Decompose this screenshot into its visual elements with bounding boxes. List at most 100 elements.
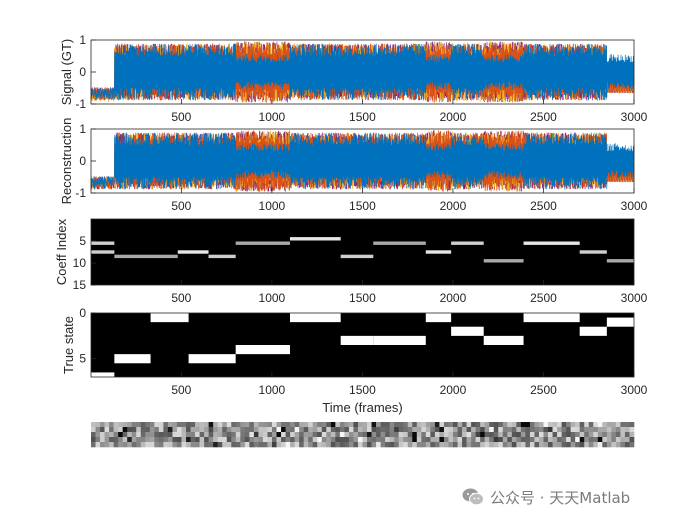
patch-pixel <box>520 442 526 448</box>
patch-pixel <box>290 437 295 443</box>
state-band <box>114 354 151 364</box>
patch-pixel <box>317 427 323 433</box>
x-tick-label: 2500 <box>530 110 557 124</box>
patch-pixel <box>584 432 590 438</box>
patch-pixel <box>113 422 119 428</box>
patch-pixel <box>145 422 151 428</box>
patch-pixel <box>624 437 630 443</box>
patch-pixel <box>127 432 133 438</box>
y-tick-label: 0 <box>79 306 86 320</box>
patch-pixel <box>262 437 268 443</box>
patch-pixel <box>471 442 476 448</box>
patch-pixel <box>462 437 467 443</box>
x-tick-label: 1500 <box>349 110 376 124</box>
patch-pixel <box>213 437 218 443</box>
dictionary-patch <box>471 422 499 448</box>
patch-pixel <box>303 437 309 443</box>
patch-pixel <box>543 432 549 438</box>
dictionary-patches-strip <box>91 422 635 448</box>
y-tick-label: 0 <box>79 154 86 168</box>
patch-pixel <box>208 427 214 433</box>
patch-pixel <box>502 422 508 428</box>
patch-pixel <box>176 437 182 443</box>
patch-pixel <box>348 442 354 448</box>
patch-pixel <box>258 427 264 433</box>
patch-pixel <box>109 442 114 448</box>
patch-pixel <box>629 422 635 428</box>
patch-pixel <box>525 437 531 443</box>
patch-pixel <box>498 422 504 428</box>
patch-pixel <box>624 432 630 438</box>
patch-pixel <box>416 437 422 443</box>
patch-pixel <box>462 422 467 428</box>
patch-pixel <box>339 427 345 433</box>
x-tick-label: 3000 <box>621 110 648 124</box>
patch-pixel <box>534 432 540 438</box>
patch-pixel <box>570 437 576 443</box>
patch-pixel <box>335 427 341 433</box>
patch-pixel <box>403 422 409 428</box>
patch-pixel <box>339 442 345 448</box>
patch-pixel <box>131 437 137 443</box>
patch-pixel <box>453 442 458 448</box>
patch-pixel <box>281 422 286 428</box>
patch-pixel <box>457 427 463 433</box>
patch-pixel <box>127 442 133 448</box>
patch-pixel <box>95 427 101 433</box>
patch-pixel <box>624 422 630 428</box>
x-tick-label: 1500 <box>349 383 376 397</box>
patch-pixel <box>538 427 544 433</box>
patch-pixel <box>176 427 182 433</box>
patch-pixel <box>149 442 155 448</box>
patch-pixel <box>480 442 485 448</box>
patch-pixel <box>154 437 160 443</box>
patch-pixel <box>113 427 119 433</box>
coefficient-band <box>91 241 115 245</box>
patch-pixel <box>561 422 567 428</box>
coefficient-band <box>91 250 115 254</box>
patch-pixel <box>276 432 282 438</box>
patch-pixel <box>344 422 350 428</box>
patch-pixel <box>538 432 544 438</box>
patch-pixel <box>602 442 608 448</box>
patch-pixel <box>471 422 476 428</box>
patch-pixel <box>281 432 286 438</box>
patch-pixel <box>425 442 431 448</box>
patch-pixel <box>290 442 295 448</box>
patch-pixel <box>529 437 535 443</box>
patch-pixel <box>484 442 490 448</box>
patch-pixel <box>158 432 164 438</box>
coefficient-band <box>373 241 426 245</box>
patch-pixel <box>584 437 590 443</box>
patch-pixel <box>561 427 567 433</box>
patch-pixel <box>367 432 372 438</box>
patch-pixel <box>525 422 531 428</box>
patch-pixel <box>267 422 273 428</box>
patch-pixel <box>570 427 576 433</box>
patch-pixel <box>480 427 485 433</box>
x-tick-label: 500 <box>171 383 191 397</box>
patch-pixel <box>258 437 264 443</box>
patch-pixel <box>303 427 309 433</box>
patch-pixel <box>149 427 155 433</box>
dictionary-patch <box>335 422 363 448</box>
x-tick-label: 2000 <box>440 291 467 305</box>
patch-pixel <box>167 432 173 438</box>
patch-pixel <box>95 437 101 443</box>
patch-pixel <box>385 422 390 428</box>
patch-pixel <box>403 442 409 448</box>
patch-pixel <box>439 427 445 433</box>
patch-pixel <box>462 427 467 433</box>
patch-pixel <box>235 442 241 448</box>
patch-pixel <box>471 437 476 443</box>
patch-pixel <box>398 427 404 433</box>
patch-pixel <box>471 432 476 438</box>
patch-pixel <box>312 432 318 438</box>
patch-pixel <box>158 422 164 428</box>
patch-pixel <box>611 437 617 443</box>
patch-pixel <box>421 427 427 433</box>
patch-pixel <box>199 427 205 433</box>
patch-pixel <box>425 427 431 433</box>
patch-pixel <box>493 437 499 443</box>
y-tick-label: -1 <box>75 97 86 111</box>
